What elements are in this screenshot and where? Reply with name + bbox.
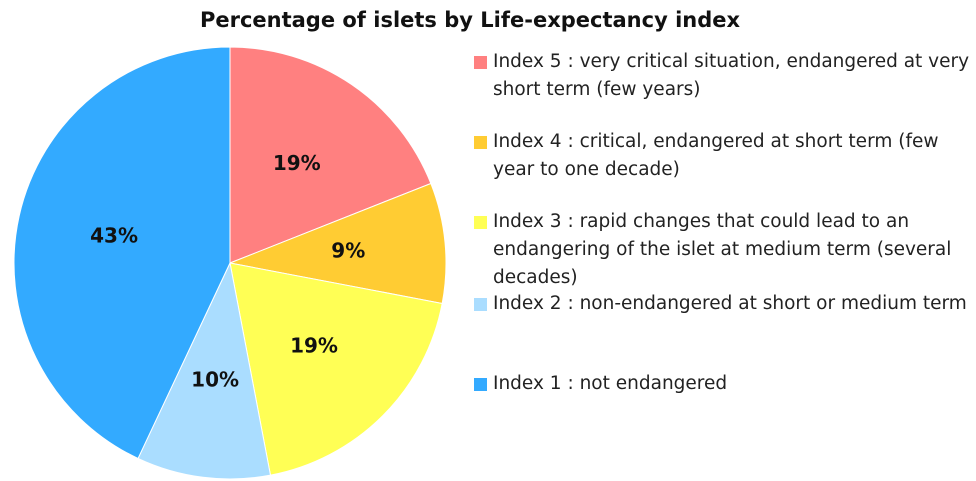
legend-label: Index 1 : not endangered xyxy=(493,373,728,394)
pie-slice xyxy=(229,262,443,476)
legend-swatch xyxy=(474,378,487,391)
legend-swatch xyxy=(474,298,487,311)
value-label: 19% xyxy=(290,334,338,358)
value-label: 43% xyxy=(90,224,138,248)
legend-swatch xyxy=(474,216,487,229)
legend-label: Index 5 : very critical situation, endan… xyxy=(493,51,970,100)
legend-label: Index 4 : critical, endangered at short … xyxy=(493,131,939,180)
chart-title: Percentage of islets by Life-expectancy … xyxy=(199,8,741,32)
pie-slice xyxy=(228,182,447,305)
legend-label: Index 3 : rapid changes that could lead … xyxy=(493,211,952,288)
pie-slice xyxy=(137,261,272,480)
pie-slice xyxy=(13,46,231,460)
pie-slice xyxy=(229,46,432,264)
value-label: 19% xyxy=(273,151,321,175)
legend-label: Index 2 : non-endangered at short or med… xyxy=(493,293,967,314)
value-label: 10% xyxy=(191,367,239,391)
value-label: 9% xyxy=(331,238,365,262)
legend-swatch xyxy=(474,56,487,69)
legend-swatch xyxy=(474,136,487,149)
